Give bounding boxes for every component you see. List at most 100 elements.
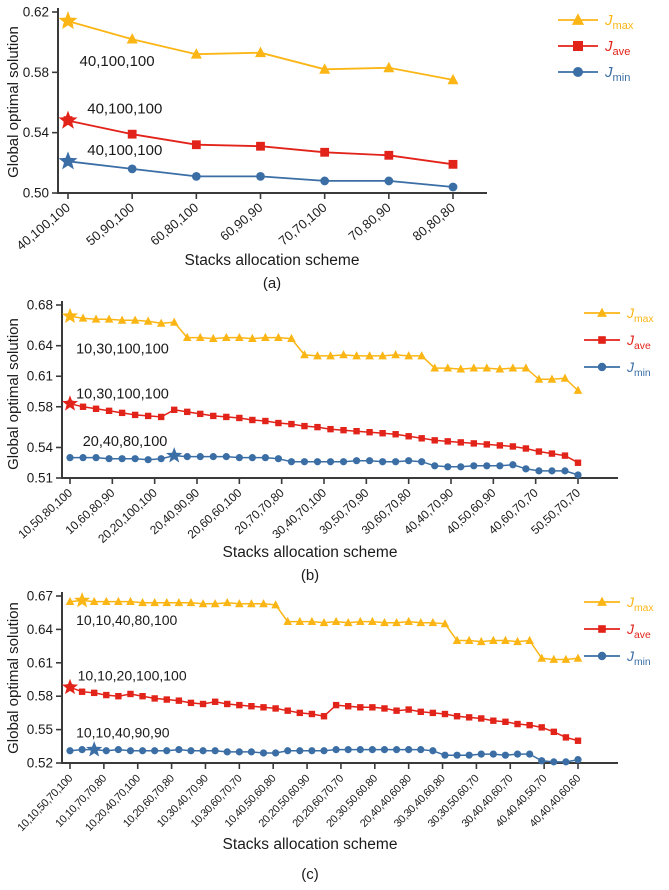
y-tick-label: 0.58	[27, 689, 53, 704]
jmin-markers	[66, 452, 582, 479]
jmax-marker	[319, 63, 331, 74]
legend-triangle-icon	[597, 307, 607, 317]
jave-marker	[381, 705, 388, 712]
jmin-marker	[191, 172, 201, 181]
jave-marker	[211, 698, 219, 705]
jave-marker	[405, 433, 412, 440]
jmax-marker	[404, 616, 413, 626]
jmin-marker	[418, 458, 426, 466]
jave-marker	[353, 427, 360, 435]
jave-marker	[344, 703, 352, 710]
jmin-line	[70, 454, 579, 476]
jave-marker	[175, 697, 183, 704]
jmin-marker	[453, 751, 461, 759]
jmin-marker	[522, 465, 530, 473]
jmax-line	[69, 599, 579, 661]
jmin-marker	[131, 455, 139, 463]
jmin-marker	[562, 758, 570, 766]
y-tick-label: 0.64	[27, 622, 54, 637]
jave-best-star-icon	[61, 678, 79, 695]
jave-best-scheme-annotation: 40,100,100	[87, 101, 162, 118]
jave-marker	[199, 700, 207, 708]
jave-marker	[526, 721, 533, 729]
jmax-marker	[525, 635, 534, 644]
jmax-marker	[380, 617, 389, 627]
jmax-marker	[440, 619, 450, 628]
jmin-marker	[448, 182, 458, 192]
jave-marker	[163, 696, 170, 703]
jmin-marker	[550, 758, 558, 766]
legend-circle-icon	[573, 67, 583, 77]
jmax-marker	[162, 597, 172, 607]
jmin-marker	[356, 746, 364, 754]
jmin-marker	[247, 748, 256, 756]
jmax-marker	[482, 363, 492, 372]
jave-marker	[256, 141, 265, 151]
jmin-marker	[320, 747, 328, 755]
jmin-marker	[344, 746, 352, 754]
jave-marker	[561, 452, 569, 459]
jmax-marker	[549, 654, 559, 663]
jave-marker	[171, 406, 178, 414]
jave-marker	[502, 718, 509, 726]
jave-marker	[366, 429, 373, 436]
jmin-marker	[429, 747, 437, 755]
jmin-marker	[144, 456, 152, 464]
panel-c-chart: 0.520.550.580.610.640.6710,10,50,70,1001…	[15, 590, 654, 834]
jmin-marker	[138, 747, 147, 755]
jmax-marker	[235, 332, 244, 342]
jave-marker	[490, 717, 497, 724]
jave-marker	[78, 688, 86, 695]
jmin-best-scheme-annotation: 40,100,100	[87, 142, 162, 159]
jmin-marker	[211, 747, 219, 755]
jmin-best-star-icon	[58, 151, 78, 170]
jmax-marker	[326, 351, 335, 360]
jmax-marker	[307, 616, 317, 626]
jmin-marker	[465, 751, 473, 759]
legend-label-jave: Jave	[604, 38, 630, 58]
jmin-marker	[127, 164, 137, 174]
jmax-markers	[62, 15, 459, 85]
jmax-marker	[573, 653, 583, 662]
jmax-marker	[513, 636, 522, 646]
jmax-marker	[271, 600, 280, 609]
jmax-marker	[469, 363, 479, 372]
jmax-marker	[143, 316, 153, 325]
jmin-marker	[313, 458, 322, 466]
jmin-marker	[235, 748, 243, 756]
jmin-marker	[151, 747, 159, 755]
y-tick-label: 0.61	[27, 655, 53, 670]
jmax-marker	[508, 363, 518, 372]
jmax-marker	[443, 363, 453, 372]
jmax-marker	[319, 617, 329, 627]
jave-marker	[92, 405, 100, 412]
jave-best-star-icon	[58, 110, 78, 129]
jave-marker	[184, 408, 191, 416]
jave-marker	[379, 430, 386, 437]
jmin-marker	[380, 746, 389, 754]
jmin-marker	[66, 454, 74, 462]
x-tick-label: 80,80,80	[410, 200, 458, 244]
jmax-marker	[391, 350, 400, 359]
jmax-marker	[89, 596, 99, 606]
jave-marker	[465, 714, 473, 721]
jmin-best-scheme-annotation: 20,40,80,100	[83, 434, 168, 450]
jave-marker	[332, 701, 340, 709]
jmax-line	[69, 315, 579, 392]
jave-marker	[223, 413, 230, 421]
jave-marker	[369, 704, 376, 711]
jmax-marker	[261, 332, 270, 342]
jmin-marker	[417, 746, 425, 754]
jmin-marker	[477, 750, 485, 758]
legend: Jmax Jave Jmin	[558, 12, 634, 84]
jmax-marker	[383, 61, 395, 73]
jmax-marker	[174, 597, 184, 607]
jmin-marker	[92, 454, 100, 462]
jmax-marker	[287, 333, 296, 343]
x-tick-label: 10,50,80,100	[15, 485, 75, 541]
y-axis-label-b: Global optimal solution	[5, 318, 22, 470]
jmin-marker	[496, 462, 504, 470]
jave-marker	[191, 140, 201, 150]
